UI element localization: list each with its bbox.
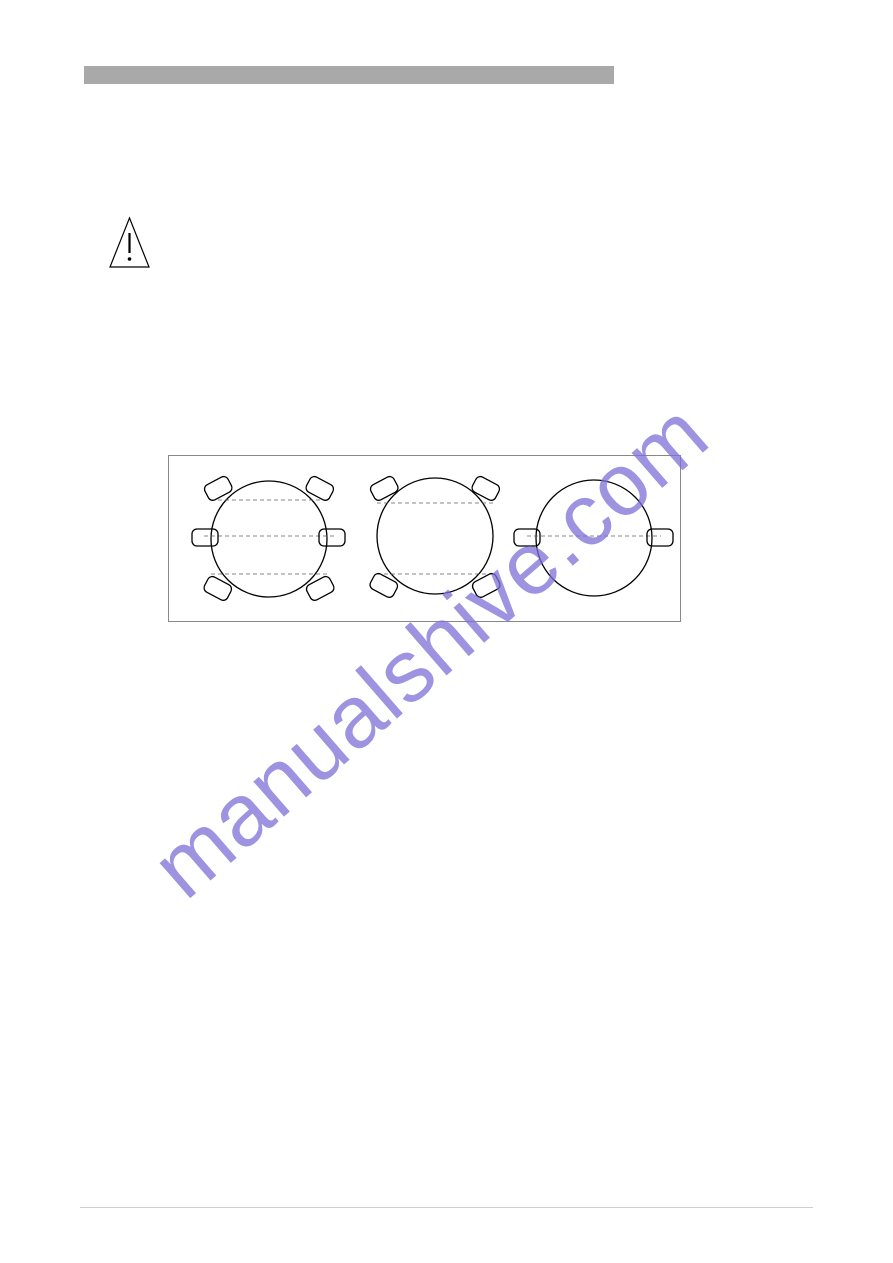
burner-diagram [168, 455, 681, 622]
warning-icon [108, 215, 151, 270]
watermark-text: manualshive.com [26, 249, 833, 1050]
footer-divider [80, 1207, 813, 1208]
header-bar [84, 66, 614, 84]
